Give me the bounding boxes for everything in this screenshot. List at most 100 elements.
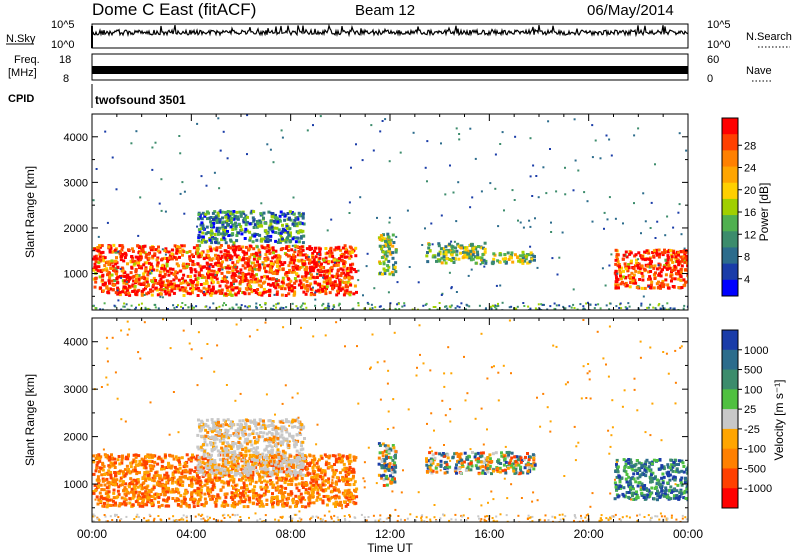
power-cell	[194, 283, 198, 287]
velocity-cell	[114, 501, 117, 505]
velocity-cell	[131, 496, 135, 500]
power-cell	[343, 244, 347, 248]
power-ground-cell	[240, 304, 243, 307]
velocity-cell	[172, 490, 176, 494]
velocity-cell	[308, 494, 312, 498]
velocity-cell	[338, 501, 342, 505]
power-ground-cell	[285, 306, 288, 309]
power-cell	[340, 271, 344, 275]
power-cell	[278, 214, 282, 218]
velocity-cell	[275, 495, 279, 499]
power-cell	[184, 286, 188, 290]
velocity-cell	[266, 474, 269, 478]
velocity-cell	[110, 453, 113, 457]
power-cell	[281, 213, 285, 216]
power-cell	[254, 233, 258, 236]
power-cell	[118, 290, 122, 294]
velocity-cell	[167, 461, 170, 465]
power-cell	[178, 288, 182, 292]
power-ground-cell	[303, 302, 306, 305]
power-cell	[644, 251, 648, 254]
velocity-cell	[214, 503, 218, 507]
velocity-cell	[232, 454, 236, 458]
power-cell	[383, 251, 387, 255]
velocity-cell	[335, 488, 339, 492]
power-cell	[450, 259, 454, 263]
power-cell	[139, 264, 143, 268]
power-cell	[264, 229, 268, 233]
power-noise-cell	[135, 130, 138, 133]
power-ground-cell	[291, 302, 294, 305]
power-ground-cell	[576, 308, 579, 310]
velocity-cell	[250, 459, 254, 463]
power-cell	[207, 271, 211, 275]
power-cell	[286, 248, 290, 252]
velocity-cell	[178, 475, 182, 479]
power-cell	[316, 263, 320, 267]
velocity-cell	[215, 499, 219, 503]
power-ground-cell	[145, 308, 148, 310]
power-cell	[243, 230, 247, 234]
velocity-cell	[210, 480, 214, 484]
power-cell	[210, 241, 214, 245]
velocity-cell	[181, 480, 185, 484]
velocity-cell	[257, 456, 261, 459]
power-cell	[533, 255, 536, 258]
power-cell	[344, 280, 348, 284]
freq-trace	[92, 66, 688, 74]
velocity-cell	[92, 472, 96, 476]
power-ground-cell	[491, 304, 494, 307]
power-cell	[241, 258, 245, 262]
velocity-cell	[274, 470, 278, 473]
power-cell	[256, 233, 260, 236]
power-cell	[619, 274, 622, 278]
power-cell	[318, 247, 322, 251]
power-cell	[103, 283, 107, 287]
power-cell	[210, 229, 214, 233]
velocity-cell	[269, 459, 273, 463]
power-cell	[224, 278, 227, 282]
velocity-cell	[327, 480, 330, 484]
power-cell	[246, 261, 250, 265]
power-cell	[352, 268, 356, 271]
power-cell	[266, 240, 270, 243]
power-noise-cell	[115, 188, 118, 191]
power-cell	[442, 255, 446, 259]
power-cell	[306, 271, 310, 275]
velocity-cell	[270, 473, 274, 477]
velocity-cell	[333, 463, 336, 466]
velocity-cell	[209, 478, 213, 482]
power-cell	[296, 274, 300, 278]
power-cell	[142, 250, 145, 254]
power-cell	[308, 284, 311, 288]
power-cell	[332, 258, 336, 262]
power-ground-cell	[332, 304, 335, 307]
power-cell	[327, 260, 331, 264]
velocity-cell	[118, 479, 122, 483]
power-cell	[346, 272, 350, 275]
velocity-cell	[248, 496, 251, 500]
power-cell	[427, 246, 431, 250]
nave-tick-top: 60	[707, 54, 719, 66]
power-cell	[643, 286, 647, 290]
power-cell	[319, 268, 323, 272]
velocity-cell	[190, 477, 194, 481]
power-cell	[383, 269, 387, 272]
power-ground-cell	[401, 305, 404, 308]
power-noise-cell	[417, 281, 420, 284]
power-cell	[277, 279, 280, 283]
power-cell	[661, 279, 665, 283]
power-ground-cell	[585, 302, 588, 305]
power-cell	[305, 280, 309, 283]
power-ground-cell	[177, 304, 179, 307]
power-cell	[244, 227, 248, 231]
power-cell	[350, 266, 354, 270]
power-cell	[305, 254, 309, 258]
power-cell	[305, 267, 309, 271]
velocity-cell	[117, 485, 121, 489]
velocity-cell	[145, 503, 149, 507]
power-ground-cell	[523, 305, 526, 307]
power-cell	[106, 260, 110, 264]
power-cell	[110, 279, 114, 283]
power-cell	[652, 254, 656, 258]
